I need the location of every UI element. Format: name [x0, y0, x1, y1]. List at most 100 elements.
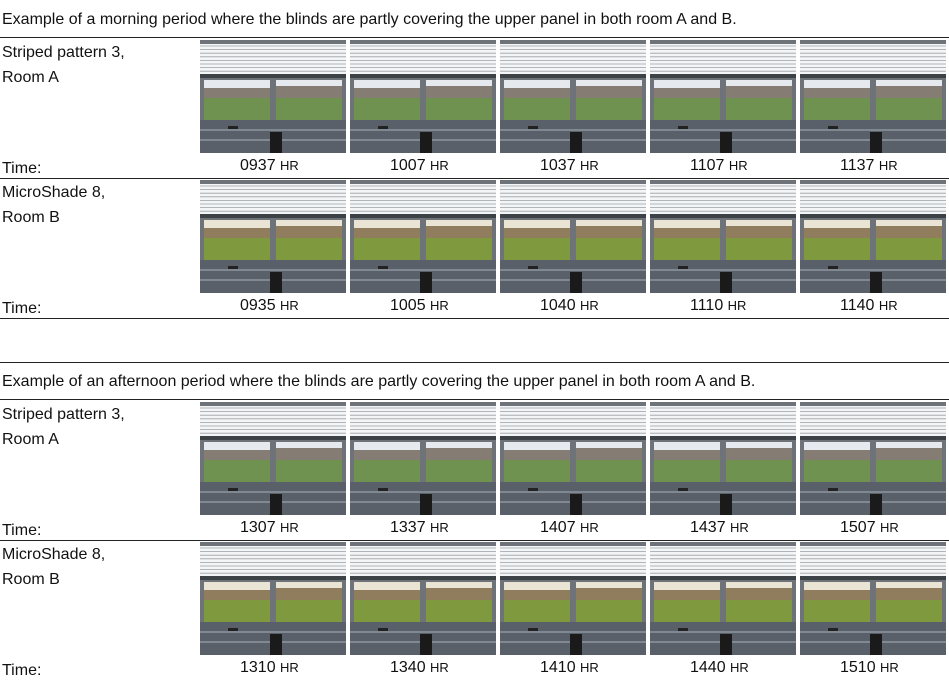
rule [0, 318, 949, 319]
time-unit: HR [580, 298, 599, 313]
time-unit: HR [580, 158, 599, 173]
time-value: 0937 [240, 157, 276, 174]
time-unit: HR [280, 660, 299, 675]
time-unit: HR [727, 298, 747, 313]
photo [800, 542, 946, 655]
time-value: 1337 [390, 519, 426, 536]
time: 1040 HR [540, 296, 599, 316]
time-value: 0935 [240, 297, 276, 314]
rule [0, 540, 949, 541]
photo [650, 40, 796, 153]
time-unit: HR [280, 298, 299, 313]
time-value: 1407 [540, 519, 576, 536]
time-label: Time: [2, 160, 42, 177]
photo [350, 40, 496, 153]
rule [0, 399, 949, 400]
time: 1107 HR [690, 156, 748, 176]
photo [350, 180, 496, 293]
time-unit: HR [430, 520, 449, 535]
time-unit: HR [878, 158, 898, 173]
caption: Example of an afternoon period where the… [2, 373, 756, 390]
time-value: 1410 [540, 659, 576, 676]
time: 1110 HR [690, 296, 746, 316]
photo [500, 40, 646, 153]
photo [200, 402, 346, 515]
photo [800, 180, 946, 293]
time-unit: HR [730, 520, 749, 535]
time: 0937 HR [240, 156, 299, 176]
photo [650, 180, 796, 293]
rule [0, 37, 949, 38]
time-unit: HR [880, 520, 899, 535]
row-label: Room A [2, 69, 59, 86]
time: 1440 HR [690, 658, 749, 678]
time-unit: HR [878, 298, 898, 313]
time-unit: HR [728, 158, 748, 173]
photo [500, 542, 646, 655]
time-unit: HR [280, 520, 299, 535]
photo [650, 402, 796, 515]
time: 1037 HR [540, 156, 599, 176]
time-value: 1340 [390, 659, 426, 676]
row-label: Striped pattern 3, [2, 44, 125, 61]
row-label: MicroShade 8, [2, 546, 106, 563]
time-unit: HR [580, 520, 599, 535]
photo [350, 402, 496, 515]
time-value: 1005 [390, 297, 426, 314]
time-value: 1440 [690, 659, 726, 676]
time-value: 1310 [240, 659, 276, 676]
time: 1137 HR [840, 156, 898, 176]
row-label: MicroShade 8, [2, 184, 106, 201]
time: 1337 HR [390, 518, 449, 538]
time: 1307 HR [240, 518, 299, 538]
row-label: Room A [2, 431, 59, 448]
time: 1410 HR [540, 658, 599, 678]
photo [500, 180, 646, 293]
time-label: Time: [2, 662, 42, 679]
time: 0935 HR [240, 296, 299, 316]
time-value: 1110 [690, 297, 724, 314]
time-value: 1507 [840, 519, 876, 536]
time: 1140 HR [840, 296, 898, 316]
rule [0, 362, 949, 363]
photo [200, 40, 346, 153]
time: 1310 HR [240, 658, 299, 678]
time-unit: HR [880, 660, 899, 675]
time: 1340 HR [390, 658, 449, 678]
time-unit: HR [430, 158, 449, 173]
time-value: 1037 [540, 157, 576, 174]
photo [200, 180, 346, 293]
time: 1510 HR [840, 658, 899, 678]
time-unit: HR [430, 660, 449, 675]
photo [350, 542, 496, 655]
photo [500, 402, 646, 515]
time: 1007 HR [390, 156, 449, 176]
time-value: 1040 [540, 297, 576, 314]
caption: Example of a morning period where the bl… [2, 11, 737, 28]
time-unit: HR [730, 660, 749, 675]
time-value: 1007 [390, 157, 426, 174]
photo [200, 542, 346, 655]
time: 1437 HR [690, 518, 749, 538]
time-value: 1137 [840, 157, 875, 174]
time-label: Time: [2, 300, 42, 317]
time-label: Time: [2, 522, 42, 539]
time-unit: HR [280, 158, 299, 173]
row-label: Striped pattern 3, [2, 406, 125, 423]
time-value: 1307 [240, 519, 276, 536]
time-value: 1140 [840, 297, 875, 314]
time-unit: HR [580, 660, 599, 675]
photo [650, 542, 796, 655]
time-unit: HR [430, 298, 449, 313]
time-value: 1437 [690, 519, 726, 536]
photo [800, 40, 946, 153]
time: 1507 HR [840, 518, 899, 538]
time: 1005 HR [390, 296, 449, 316]
time-value: 1510 [840, 659, 876, 676]
time: 1407 HR [540, 518, 599, 538]
time-value: 1107 [690, 157, 725, 174]
rule [0, 178, 949, 179]
row-label: Room B [2, 571, 60, 588]
photo [800, 402, 946, 515]
